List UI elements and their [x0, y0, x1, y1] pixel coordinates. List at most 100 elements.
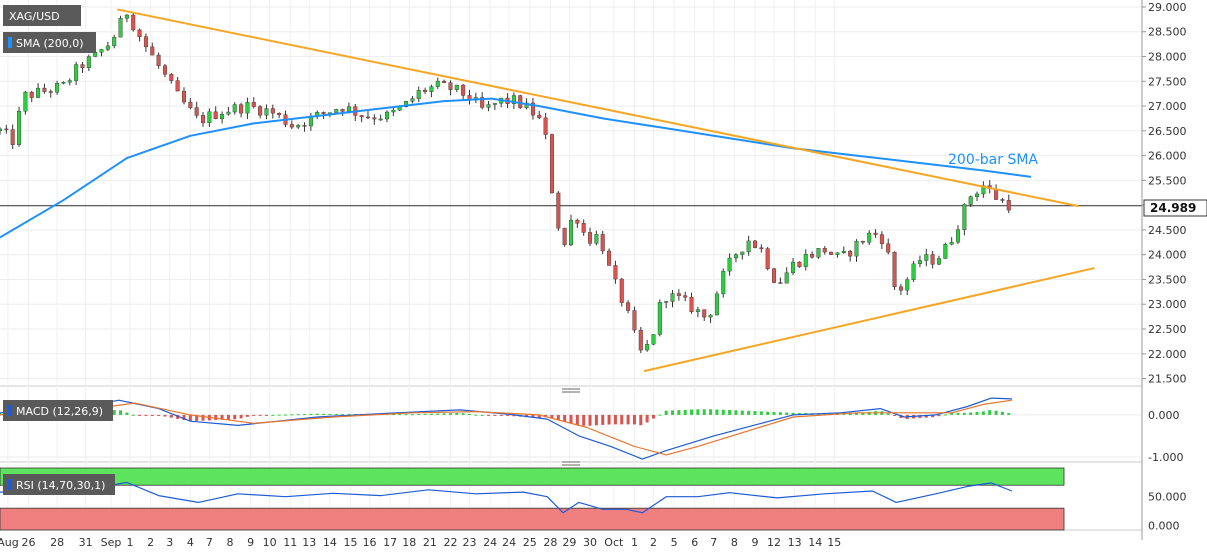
candle-body: [962, 204, 967, 230]
candle-body: [746, 240, 751, 253]
candle-body: [645, 344, 650, 351]
candle-body: [613, 265, 618, 280]
date-tick-label: 29: [562, 536, 576, 549]
candle-body: [562, 227, 567, 246]
macd-histogram-bar: [594, 414, 598, 426]
macd-histogram-bar: [322, 413, 326, 415]
candle-body: [518, 95, 523, 108]
candle-body: [492, 103, 497, 105]
date-tick-label: 28: [543, 536, 557, 549]
candle-body: [537, 114, 542, 119]
macd-histogram-bar: [696, 409, 700, 415]
macd-histogram-bar: [797, 412, 801, 415]
candle-body: [251, 102, 256, 107]
macd-histogram-bar: [537, 414, 541, 419]
candle-body: [239, 104, 244, 114]
macd-histogram-bar: [994, 410, 998, 415]
macd-histogram-bar: [886, 413, 890, 415]
candle-body: [162, 65, 167, 75]
candle-body: [404, 101, 409, 107]
macd-histogram-bar: [531, 414, 535, 418]
panel-splitter-rsi[interactable]: [562, 461, 580, 466]
rsi-indicator-label: RSI (14,70,30,1): [16, 479, 105, 492]
candle-body: [226, 111, 231, 115]
rsi-line: [0, 481, 1013, 514]
macd-histogram-bar: [753, 411, 757, 415]
candle-body: [188, 101, 193, 108]
date-tick-label: 7: [206, 536, 213, 549]
macd-histogram-bar: [620, 414, 624, 425]
candle-body: [181, 90, 186, 103]
date-tick-label: 1: [631, 536, 638, 549]
candle-body: [213, 111, 218, 119]
macd-histogram-bar: [284, 414, 287, 416]
date-tick-label: 12: [767, 536, 781, 549]
candle-body: [575, 219, 580, 224]
candle-body: [296, 125, 301, 128]
macd-histogram-bar: [455, 413, 459, 415]
macd-panel: [0, 397, 1012, 460]
macd-histogram-bar: [645, 414, 649, 423]
rsi-indicator-tag[interactable]: RSI (14,70,30,1): [3, 474, 115, 495]
symbol-tag[interactable]: XAG/USD: [3, 5, 81, 26]
candlesticks: [0, 13, 1011, 354]
date-tick-label: 16: [363, 536, 377, 549]
macd-histogram-bar: [309, 413, 313, 415]
candle-body: [898, 286, 903, 291]
main-tick-label: 22.000: [1148, 348, 1187, 361]
rsi-panel: [0, 481, 1013, 514]
candle-body: [1006, 200, 1011, 211]
macd-histogram-bar: [943, 414, 947, 416]
date-tick-label: 23: [462, 536, 476, 549]
overlay-lines: [0, 8, 1095, 373]
macd-histogram-bar: [201, 414, 205, 421]
candle-body: [245, 102, 250, 114]
date-tick-label: 17: [383, 536, 397, 549]
candle-body: [423, 90, 428, 92]
candle-body: [867, 232, 872, 243]
macd-signal-line: [0, 399, 1012, 456]
macd-histogram-bar: [252, 414, 256, 416]
macd-histogram-bar: [740, 410, 744, 415]
candle-body: [48, 91, 53, 93]
candle-body: [194, 107, 199, 116]
macd-histogram-bar: [404, 414, 408, 416]
macd-histogram-bar: [664, 410, 668, 415]
sma-annotation: 200-bar SMA: [948, 152, 1038, 168]
date-tick-label: 30: [583, 536, 597, 549]
macd-histogram-bar: [195, 414, 199, 421]
candle-body: [429, 86, 434, 92]
macd-histogram-bar: [778, 412, 782, 415]
sma-indicator-tag[interactable]: SMA (200,0): [3, 32, 96, 53]
macd-histogram-bar: [188, 414, 192, 422]
date-tick-label: 14: [808, 536, 822, 549]
sma-indicator-label: SMA (200,0): [16, 37, 84, 50]
macd-histogram-bar: [226, 414, 230, 420]
main-tick-label: 24.000: [1148, 249, 1187, 262]
macd-histogram-bar: [214, 414, 218, 421]
candle-body: [797, 261, 802, 267]
macd-histogram-bar: [0, 412, 2, 415]
date-tick-label: 1: [127, 536, 134, 549]
macd-histogram-bar: [956, 412, 960, 415]
candle-body: [607, 250, 612, 266]
candle-body: [454, 84, 459, 90]
candle-body: [556, 192, 561, 229]
macd-histogram-bar: [867, 411, 871, 415]
resistance-trendline: [117, 8, 1079, 208]
macd-histogram-bar: [556, 414, 560, 420]
candle-body: [232, 104, 237, 113]
macd-tick-label: -1.000: [1148, 451, 1183, 464]
macd-histogram-bar: [182, 414, 186, 421]
panel-splitter-macd[interactable]: [562, 388, 580, 393]
macd-histogram-bar: [709, 409, 713, 415]
candle-body: [391, 109, 396, 113]
macd-indicator-tag[interactable]: MACD (12,26,9): [3, 400, 113, 421]
candle-body: [378, 118, 383, 121]
macd-histogram-bar: [582, 414, 586, 426]
rsi-tick-label: 0.000: [1148, 519, 1180, 532]
macd-histogram-bar: [1007, 413, 1011, 415]
candle-body: [917, 260, 922, 265]
macd-histogram-bar: [747, 410, 751, 415]
